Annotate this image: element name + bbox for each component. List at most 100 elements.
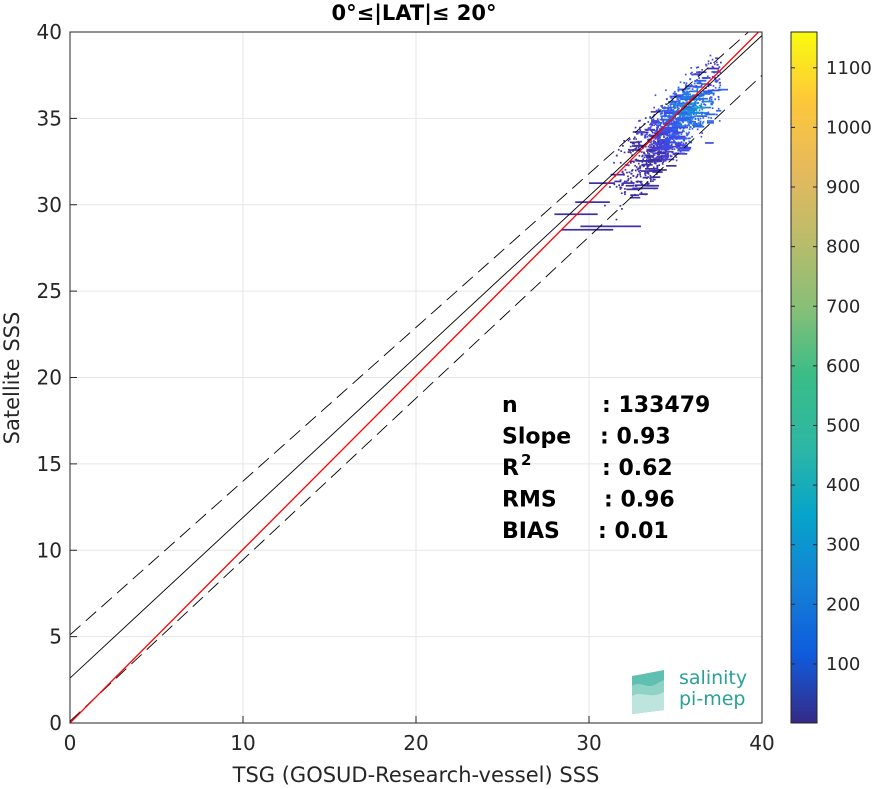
density-cell [671, 113, 674, 115]
density-cell [656, 169, 658, 172]
density-cell [687, 137, 690, 140]
stat-label: BIAS [502, 519, 560, 544]
density-cell [699, 97, 708, 100]
density-cell [657, 141, 669, 143]
density-cell [672, 106, 675, 109]
density-cell [650, 140, 653, 143]
density-cell [701, 69, 703, 71]
density-cell [617, 148, 620, 151]
density-cell [685, 84, 687, 86]
density-cell [647, 155, 653, 157]
density-cell [673, 104, 686, 107]
density-cell [660, 154, 668, 157]
density-cell [655, 133, 665, 136]
density-cell [675, 132, 677, 135]
density-cell [613, 183, 616, 186]
density-cell [650, 180, 652, 183]
density-cell [648, 128, 650, 130]
density-cell [647, 176, 649, 178]
density-cell [622, 173, 624, 176]
density-cell [669, 137, 672, 139]
density-cell [667, 131, 670, 134]
density-cell [651, 148, 661, 151]
density-cell [681, 105, 684, 108]
density-cell [673, 148, 676, 150]
density-cell [698, 81, 701, 84]
density-cell [670, 103, 672, 105]
density-cell [670, 109, 673, 112]
density-cell [677, 143, 680, 146]
density-cell [658, 138, 661, 140]
density-cell [639, 171, 641, 174]
density-cell [665, 147, 667, 150]
density-cell [665, 149, 668, 152]
density-cell [639, 126, 641, 129]
density-cell [677, 147, 690, 150]
density-cell [690, 120, 693, 123]
density-cell [708, 99, 711, 101]
density-cell [687, 123, 690, 125]
density-cell [695, 90, 698, 92]
density-cell [658, 164, 661, 166]
density-cell [686, 145, 688, 148]
density-cell [654, 123, 657, 125]
density-cell [635, 180, 643, 183]
density-cell [717, 63, 719, 66]
density-cell [623, 151, 626, 154]
stat-value: : 133479 [602, 393, 710, 418]
density-cell [631, 169, 634, 171]
density-cell [669, 133, 671, 136]
density-cell [635, 138, 637, 140]
density-cell [662, 156, 670, 158]
density-cell [655, 109, 658, 112]
density-cell [700, 105, 703, 108]
density-cell [664, 159, 667, 162]
density-cell [659, 113, 662, 115]
density-cell [691, 88, 694, 90]
density-cell [710, 102, 713, 105]
density-cell [644, 135, 646, 137]
density-cell [654, 141, 657, 143]
density-cell [662, 134, 665, 136]
density-cell [634, 164, 636, 167]
density-cell [701, 113, 703, 116]
density-cell [626, 171, 628, 174]
density-cell [696, 128, 699, 131]
density-cell [651, 151, 654, 153]
density-cell [635, 166, 638, 168]
density-cell [659, 141, 661, 144]
density-cell [664, 138, 667, 141]
density-cell [647, 139, 649, 141]
density-cell [693, 126, 695, 128]
density-cell [647, 121, 650, 123]
density-cell [652, 154, 655, 156]
density-cell [652, 178, 655, 181]
density-cell [677, 124, 680, 127]
density-cell [690, 141, 693, 144]
density-cell [702, 117, 705, 119]
density-cell [621, 182, 624, 185]
density-cell [644, 193, 647, 196]
density-cell [703, 83, 706, 85]
density-cell [638, 170, 640, 173]
density-cell [683, 130, 685, 133]
colorbar [790, 31, 818, 724]
density-cell [635, 158, 638, 161]
density-cell [658, 145, 661, 147]
density-cell [654, 178, 656, 181]
density-cell [717, 88, 728, 91]
density-cell [682, 90, 684, 92]
y-tick-label: 15 [37, 452, 62, 476]
density-cell [644, 117, 647, 119]
density-cell [666, 129, 668, 132]
density-cell [682, 104, 684, 107]
density-cell [697, 66, 700, 69]
density-cell [694, 79, 707, 82]
density-cell [655, 167, 658, 170]
density-cell [641, 154, 644, 157]
density-cell [701, 108, 704, 111]
chart-title: 0°≤|LAT|≤ 20° [331, 1, 496, 26]
density-cell [652, 156, 654, 158]
density-cell [646, 177, 648, 179]
density-cell [652, 147, 660, 150]
